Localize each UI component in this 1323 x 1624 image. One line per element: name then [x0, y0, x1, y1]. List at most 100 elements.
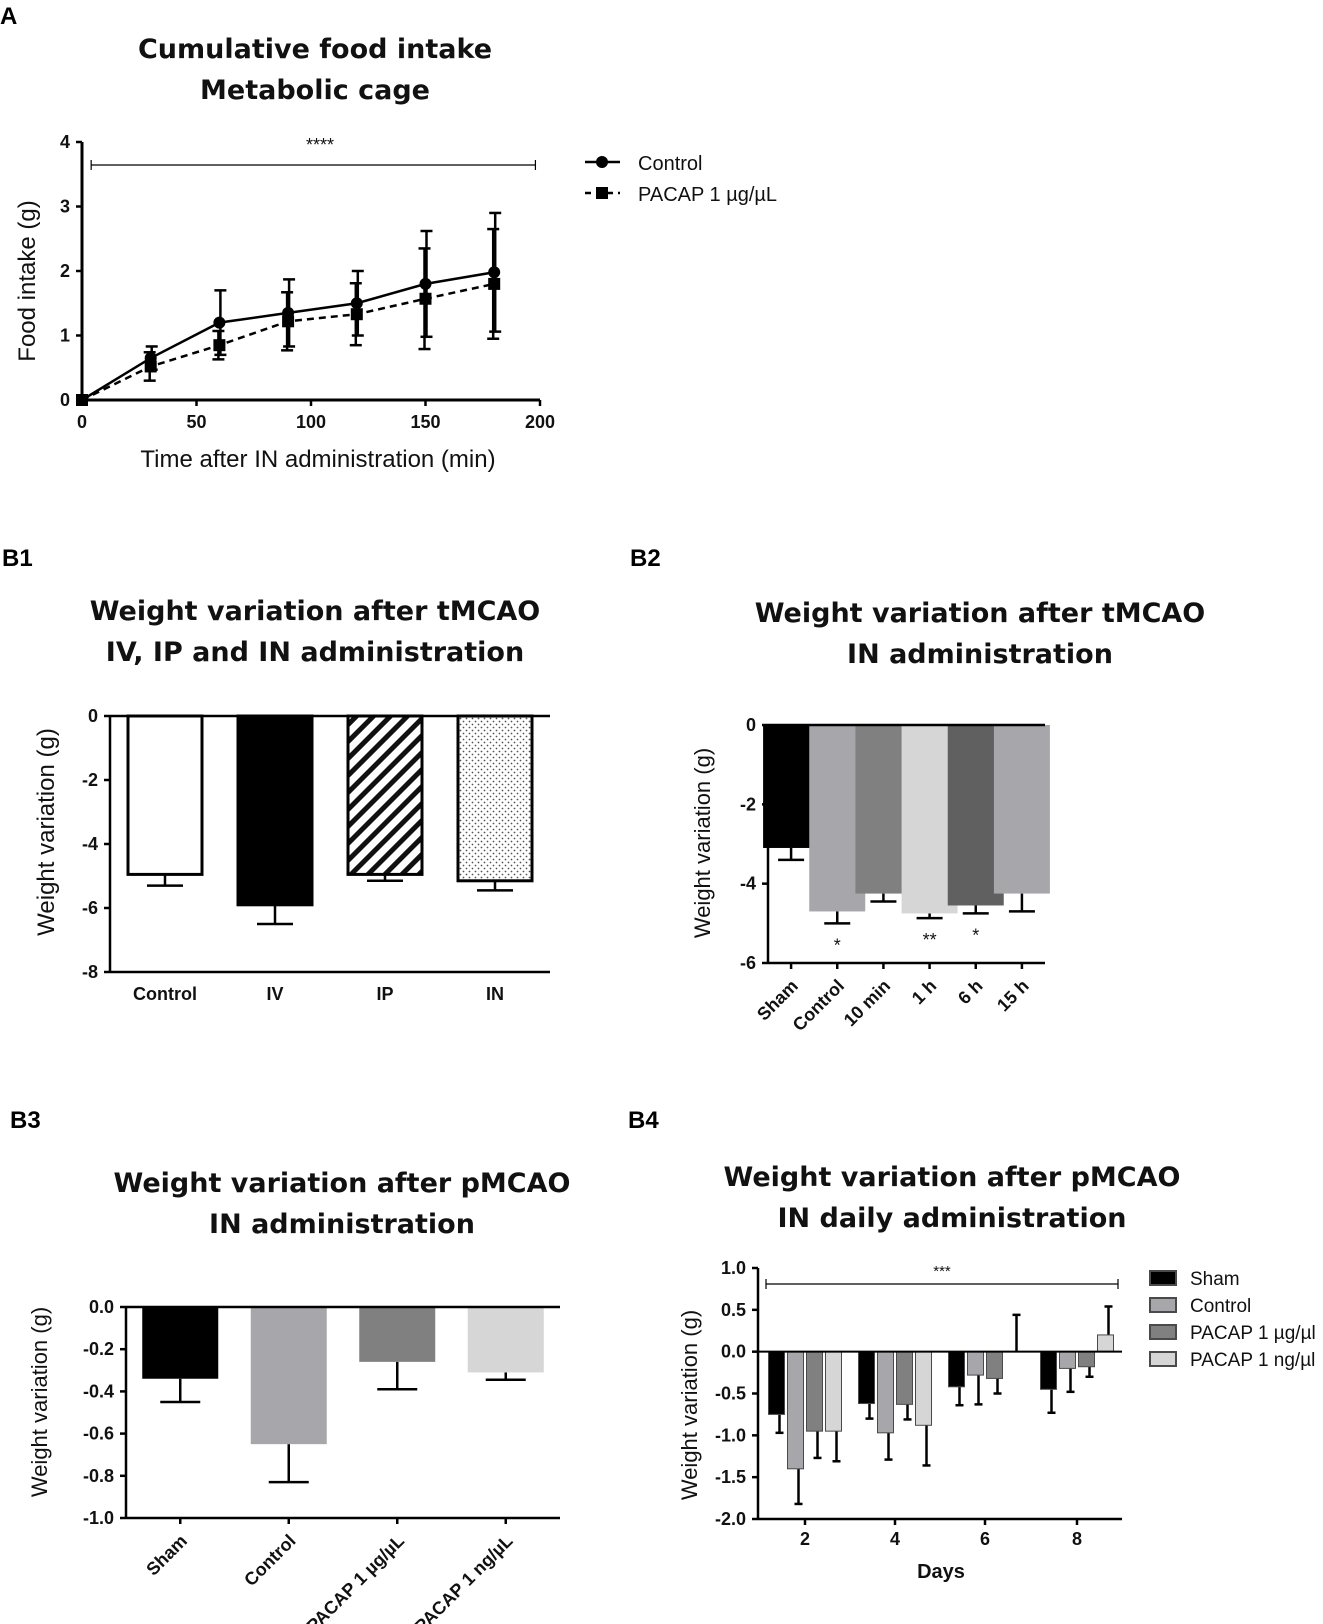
- bar-iv: [236, 714, 314, 907]
- panel-b2-chart: Weight variation after tMCAO IN administ…: [690, 598, 1205, 1035]
- category-label: Sham: [142, 1531, 191, 1580]
- y-tick-label: -4: [740, 874, 756, 894]
- legend-swatch-pacap-1-ng-l: [1149, 1351, 1177, 1367]
- significance-marker: **: [923, 930, 937, 950]
- category-label: IN: [486, 984, 504, 1004]
- legend-swatch-control: [1149, 1297, 1177, 1313]
- legend-control-marker: [596, 156, 608, 168]
- panel-label-a: A: [0, 3, 17, 30]
- category-label: PACAP 1 ng/µL: [411, 1531, 517, 1624]
- panel-a-chart: Cumulative food intake Metabolic cage Ti…: [14, 34, 777, 473]
- data-point-pacap: [419, 292, 432, 305]
- panel-b3-title-line1: Weight variation after pMCAO: [114, 1168, 571, 1199]
- data-point-pacap: [488, 277, 501, 290]
- y-tick-label: 0.0: [721, 1342, 746, 1362]
- y-tick-label: -2: [740, 794, 756, 814]
- panel-b4-chart: Weight variation after pMCAO IN daily ad…: [677, 1162, 1316, 1583]
- data-point-pacap: [144, 360, 157, 373]
- y-tick-label: 0: [88, 706, 98, 726]
- panel-label-b2: B2: [630, 545, 661, 572]
- legend-swatch-sham: [1149, 1270, 1177, 1286]
- panel-b3-chart: Weight variation after pMCAO IN administ…: [27, 1168, 570, 1624]
- bar-pacap-1-g-l-day-4: [896, 1351, 913, 1405]
- bar-sham-day-4: [858, 1351, 875, 1405]
- bar-control-day-2: [787, 1351, 804, 1470]
- legend-label-sham: Sham: [1190, 1269, 1240, 1290]
- y-tick-label: -0.4: [83, 1381, 114, 1401]
- bar-control-day-4: [877, 1351, 894, 1434]
- panel-b2-y-axis-label: Weight variation (g): [690, 748, 715, 938]
- panel-b1-title-line1: Weight variation after tMCAO: [90, 596, 541, 627]
- category-label: IV: [266, 984, 283, 1004]
- category-label: 10 min: [840, 976, 894, 1030]
- legend-pacap-label: PACAP 1 µg/µL: [638, 184, 777, 206]
- category-label: PACAP 1 µg/µL: [303, 1531, 408, 1624]
- legend-label-pacap-1-ng-l: PACAP 1 ng/µl: [1190, 1350, 1315, 1371]
- panel-a-y-tick-label: 0: [60, 390, 70, 410]
- panel-a-y-tick-label: 4: [60, 132, 70, 152]
- data-point-pacap: [213, 339, 226, 352]
- bar-control-day-8: [1059, 1351, 1076, 1369]
- y-tick-label: 0.5: [721, 1300, 746, 1320]
- y-tick-label: -1.0: [715, 1425, 746, 1445]
- panel-a-y-tick-label: 2: [60, 261, 70, 281]
- y-tick-label: 0.0: [89, 1297, 114, 1317]
- y-tick-label: -2.0: [715, 1509, 746, 1529]
- panel-a-y-axis-label: Food intake (g): [14, 200, 41, 361]
- panel-a-x-tick-label: 200: [525, 412, 555, 432]
- panel-a-y-tick-label: 3: [60, 197, 70, 217]
- bar-pacap-1-ng-l: [467, 1307, 544, 1373]
- panel-b1-title-line2: IV, IP and IN administration: [106, 637, 524, 668]
- panel-a-title-line1: Cumulative food intake: [138, 34, 492, 65]
- legend-swatch-pacap-1-g-l: [1149, 1324, 1177, 1340]
- bar-control: [126, 714, 204, 876]
- panel-b4-y-axis-label: Weight variation (g): [677, 1310, 702, 1500]
- legend-label-pacap-1-g-l: PACAP 1 µg/µl: [1190, 1323, 1316, 1344]
- category-label: IP: [376, 984, 393, 1004]
- legend-label-control: Control: [1190, 1296, 1251, 1317]
- data-point-pacap: [282, 315, 295, 328]
- panel-b3-title-line2: IN administration: [209, 1209, 475, 1240]
- bar-control-day-6: [967, 1351, 984, 1376]
- panel-a-title-line2: Metabolic cage: [200, 75, 430, 106]
- x-tick-label: 8: [1072, 1529, 1082, 1549]
- y-tick-label: -6: [740, 953, 756, 973]
- data-point-pacap: [350, 308, 363, 321]
- y-tick-label: -0.6: [83, 1424, 114, 1444]
- bar-pacap-1-g-l-day-6: [986, 1351, 1003, 1379]
- y-tick-label: -0.5: [715, 1384, 746, 1404]
- panel-a-x-tick-label: 150: [410, 412, 440, 432]
- panel-b4-significance: ***: [933, 1263, 951, 1280]
- y-tick-label: -0.2: [83, 1339, 114, 1359]
- bar-pacap-1-ng-l-day-4: [915, 1351, 932, 1426]
- bar-pacap-1-ng-l-day-2: [825, 1351, 842, 1432]
- bar-sham: [142, 1307, 219, 1379]
- panel-b2-title-line2: IN administration: [847, 639, 1113, 670]
- bar-pacap-1-ng-l-day-8: [1097, 1334, 1114, 1353]
- panel-a-significance: ****: [306, 135, 334, 155]
- panel-a-y-tick-label: 1: [60, 326, 70, 346]
- y-tick-label: 0: [746, 715, 756, 735]
- panel-a-x-axis-label: Time after IN administration (min): [140, 446, 495, 473]
- y-tick-label: -6: [82, 898, 98, 918]
- y-tick-label: -8: [82, 962, 98, 982]
- y-tick-label: 1.0: [721, 1258, 746, 1278]
- panel-a-x-tick-label: 0: [77, 412, 87, 432]
- panel-label-b1: B1: [2, 545, 33, 572]
- bar-15-h: [993, 725, 1050, 894]
- panel-b1-y-axis-label: Weight variation (g): [33, 728, 60, 936]
- category-label: 6 h: [954, 976, 987, 1009]
- category-label: Control: [240, 1531, 299, 1590]
- bar-pacap-1-g-l-day-2: [806, 1351, 823, 1432]
- bar-pacap-1-g-l-day-8: [1078, 1351, 1095, 1368]
- panel-a-x-tick-label: 50: [186, 412, 206, 432]
- panel-b4-x-axis-label: Days: [917, 1561, 965, 1583]
- category-label: 15 h: [993, 976, 1033, 1016]
- panel-b4-title-line1: Weight variation after pMCAO: [724, 1162, 1181, 1193]
- bar-sham-day-8: [1040, 1351, 1057, 1390]
- x-tick-label: 4: [890, 1529, 900, 1549]
- panel-b3-y-axis-label: Weight variation (g): [27, 1307, 52, 1497]
- bar-control: [250, 1307, 327, 1445]
- panel-label-b4: B4: [628, 1107, 659, 1134]
